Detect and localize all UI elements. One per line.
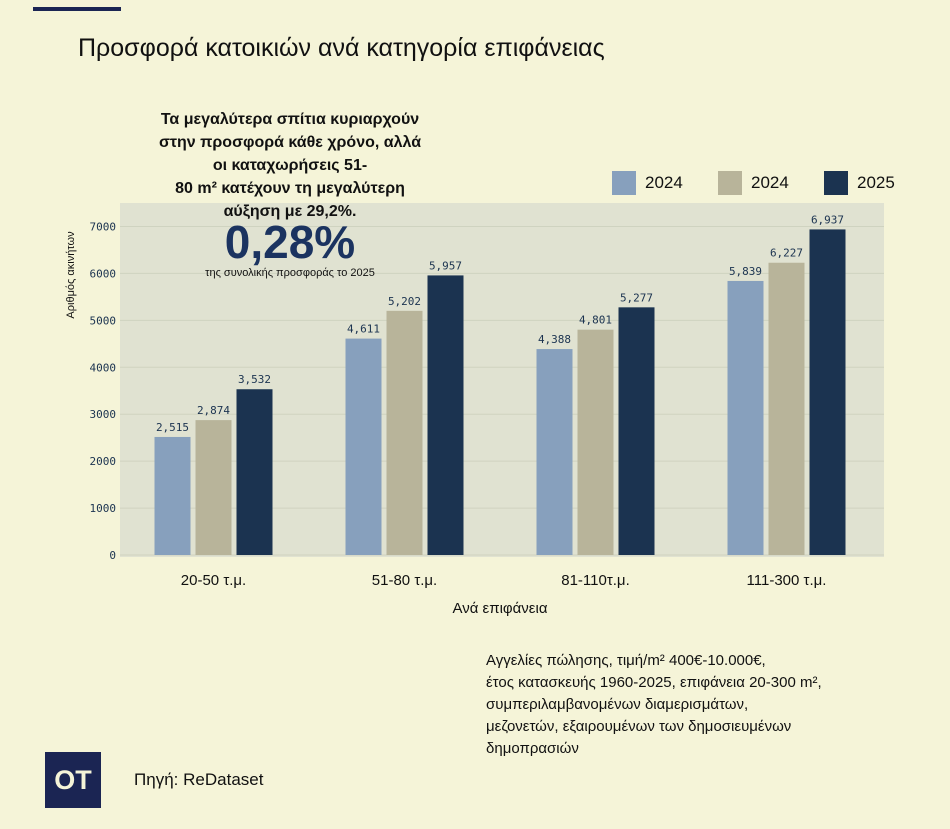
data-label: 4,388 xyxy=(538,333,571,346)
bar xyxy=(345,338,382,555)
y-tick-label: 2000 xyxy=(90,455,117,468)
legend-label: 2024 xyxy=(751,173,789,192)
legend-swatch xyxy=(612,171,636,195)
bar xyxy=(618,307,655,555)
data-label: 5,839 xyxy=(729,265,762,278)
bar xyxy=(427,275,464,555)
bar xyxy=(577,329,614,555)
legend-item: 2024 xyxy=(612,171,718,195)
annotation-line: αύξηση με 29,2%. xyxy=(223,203,357,220)
bar xyxy=(154,436,191,555)
legend-swatch xyxy=(824,171,848,195)
data-label: 6,937 xyxy=(811,213,844,226)
y-axis-label: Αριθμός ακινήτων xyxy=(65,231,77,319)
x-tick-label: 20-50 τ.μ. xyxy=(181,572,246,589)
data-label: 4,611 xyxy=(347,323,380,336)
data-label: 5,277 xyxy=(620,291,653,304)
annotation-line: Τα μεγαλύτερα σπίτια κυριαρχούν xyxy=(160,111,420,128)
data-label: 4,801 xyxy=(579,314,612,327)
logo: OT xyxy=(45,752,101,808)
note-line: δημοπρασιών xyxy=(486,740,579,757)
bar xyxy=(727,280,764,555)
big-value-caption: της συνολικής προσφοράς το 2025 xyxy=(205,267,375,279)
legend-item: 2025 xyxy=(824,171,930,195)
x-tick-label: 51-80 τ.μ. xyxy=(372,572,437,589)
annotation-line: στην προσφορά κάθε χρόνο, αλλά xyxy=(158,134,422,151)
x-axis-label: Ανά επιφάνεια xyxy=(452,600,547,617)
bar xyxy=(236,389,273,555)
bar xyxy=(195,420,232,555)
bar xyxy=(768,262,805,555)
big-value: 0,28% xyxy=(224,216,356,268)
y-tick-label: 6000 xyxy=(90,267,117,280)
x-tick-label: 81-110τ.μ. xyxy=(561,572,630,589)
chart-title: Προσφορά κατοικιών ανά κατηγορία επιφάνε… xyxy=(78,34,605,62)
bar xyxy=(536,349,573,555)
data-label: 2,515 xyxy=(156,421,189,434)
note-line: συμπεριλαμβανομένων διαμερισμάτων, xyxy=(486,696,749,713)
legend-label: 2024 xyxy=(645,173,683,192)
annotation-line: οι καταχωρήσεις 51- xyxy=(212,157,368,174)
accent-bar xyxy=(33,7,121,11)
data-label: 5,202 xyxy=(388,295,421,308)
note-line: έτος κατασκευής 1960-2025, επιφάνεια 20-… xyxy=(486,674,822,691)
methodology-note: Αγγελίες πώλησης, τιμή/m² 400€-10.000€, … xyxy=(486,650,822,760)
y-tick-label: 4000 xyxy=(90,361,117,374)
data-label: 6,227 xyxy=(770,247,803,260)
y-tick-label: 7000 xyxy=(90,220,117,233)
legend-swatch xyxy=(718,171,742,195)
note-line: Αγγελίες πώλησης, τιμή/m² 400€-10.000€, xyxy=(486,652,766,669)
data-label: 5,957 xyxy=(429,259,462,272)
y-tick-label: 1000 xyxy=(90,502,117,515)
legend: 2024 2024 2025 xyxy=(612,171,930,195)
y-tick-label: 0 xyxy=(109,549,116,562)
annotation-line: 80 m² κατέχουν τη μεγαλύτερη xyxy=(175,180,405,197)
bar xyxy=(386,310,423,555)
data-label: 3,532 xyxy=(238,373,271,386)
bar xyxy=(809,229,846,555)
x-tick-label: 111-300 τ.μ. xyxy=(747,572,827,589)
note-line: μεζονετών, εξαιρουμένων των δημοσιευμένω… xyxy=(486,718,792,735)
y-tick-label: 3000 xyxy=(90,408,117,421)
legend-label: 2025 xyxy=(857,173,895,192)
annotation: Τα μεγαλύτερα σπίτια κυριαρχούν στην προ… xyxy=(120,108,460,223)
legend-item: 2024 xyxy=(718,171,824,195)
source: Πηγή: ReDataset xyxy=(134,770,264,789)
y-tick-label: 5000 xyxy=(90,314,117,327)
data-label: 2,874 xyxy=(197,404,230,417)
